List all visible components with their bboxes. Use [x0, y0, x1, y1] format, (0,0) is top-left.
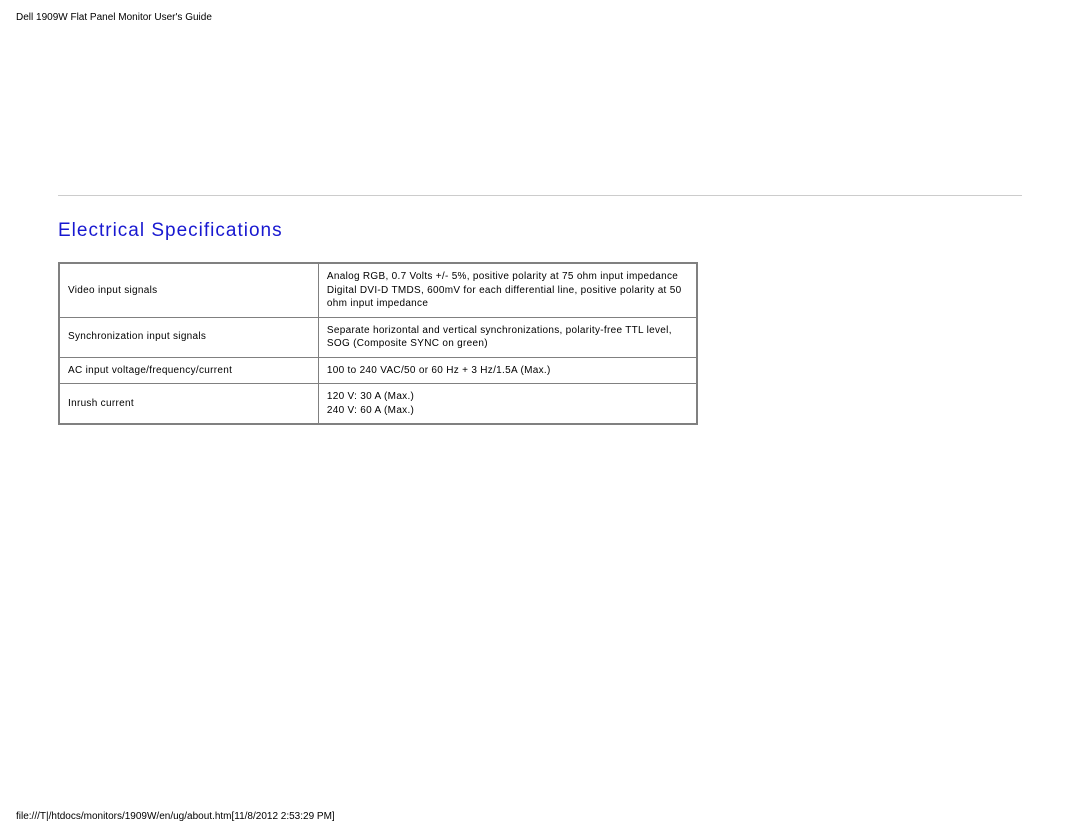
- spec-value: 100 to 240 VAC/50 or 60 Hz + 3 Hz/1.5A (…: [318, 357, 697, 384]
- table-row: Inrush current 120 V: 30 A (Max.)240 V: …: [59, 384, 697, 425]
- electrical-spec-table: Video input signals Analog RGB, 0.7 Volt…: [58, 262, 698, 425]
- page-footer-path: file:///T|/htdocs/monitors/1909W/en/ug/a…: [16, 811, 335, 822]
- spec-value: Separate horizontal and vertical synchro…: [318, 317, 697, 357]
- table-row: Synchronization input signals Separate h…: [59, 317, 697, 357]
- page-header-title: Dell 1909W Flat Panel Monitor User's Gui…: [16, 12, 212, 23]
- spec-label: Synchronization input signals: [59, 317, 318, 357]
- spec-value: 120 V: 30 A (Max.)240 V: 60 A (Max.): [318, 384, 697, 425]
- spec-label: Inrush current: [59, 384, 318, 425]
- spec-value: Analog RGB, 0.7 Volts +/- 5%, positive p…: [318, 263, 697, 317]
- table-row: Video input signals Analog RGB, 0.7 Volt…: [59, 263, 697, 317]
- spec-label: AC input voltage/frequency/current: [59, 357, 318, 384]
- content-area: Electrical Specifications Video input si…: [58, 195, 1022, 425]
- table-row: AC input voltage/frequency/current 100 t…: [59, 357, 697, 384]
- spec-label: Video input signals: [59, 263, 318, 317]
- section-divider: [58, 195, 1022, 196]
- section-heading: Electrical Specifications: [58, 220, 1022, 242]
